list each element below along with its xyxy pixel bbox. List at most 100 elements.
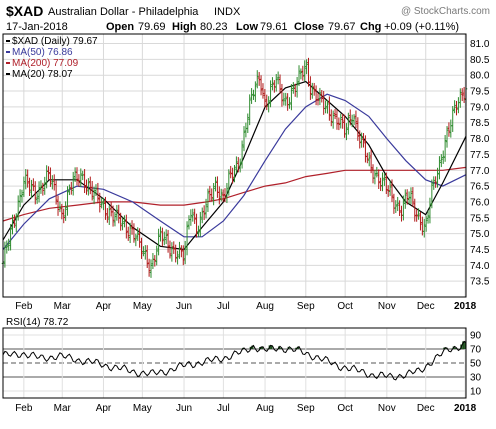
ohlc-bar [26,169,29,188]
ohlc-bar [371,164,375,184]
open-label: Open [106,21,134,33]
price-x-tick-label: Jul [217,301,230,312]
rsi-x-tick-label: Jun [176,403,192,414]
ohlc-bar [265,94,269,111]
ohlc-bar [335,110,339,130]
ohlc-bar [385,172,388,194]
ohlc-bar [54,180,58,205]
ohlc-bar [170,242,174,262]
ohlc-bar [333,108,337,120]
price-y-tick-label: 78.5 [470,118,490,129]
ohlc-bar [229,165,233,179]
ohlc-bar [457,97,460,114]
ohlc-bar [161,227,164,247]
ohlc-bar [58,201,62,213]
ohlc-bar [197,225,200,238]
ohlc-bar [157,228,160,256]
ohlc-bar [290,84,293,111]
price-x-tick-label: Apr [96,301,112,312]
ohlc-bar [68,184,71,196]
ohlc-bar [309,76,312,100]
ohlc-bar [151,252,155,270]
ohlc-bar [394,200,398,213]
ohlc-bar [216,176,219,198]
ohlc-bar [185,221,189,256]
ohlc-bar [22,176,26,197]
ohlc-bar [348,109,352,126]
rsi-overbought-area [289,348,292,349]
ohlc-bar [324,100,327,114]
rsi-overbought-area [295,347,298,349]
ohlc-bar [47,166,50,180]
ohlc-bar [462,86,466,104]
ohlc-bar [354,110,358,129]
ohlc-bar [419,211,422,231]
ohlc-bar [280,83,284,107]
ohlc-bar [142,246,145,257]
ohlc-bar [227,169,231,196]
ohlc-bar [7,238,10,251]
ohlc-bar [326,100,329,114]
price-grid [3,34,466,297]
watermark: @ StockCharts.com [401,6,490,17]
rsi-x-tick-label: May [133,403,152,414]
ohlc-bar [271,77,274,91]
ohlc-bar [183,240,187,265]
ohlc-bar [51,175,54,190]
ohlc-bar [405,189,409,205]
ohlc-bar [88,176,92,195]
rsi-legend: RSI(14) 78.72 [6,317,69,328]
ohlc-bar [200,207,204,224]
quote-date: 17-Jan-2018 [6,21,68,33]
rsi-x-tick-label: Oct [337,403,353,414]
price-y-tick-label: 77.0 [470,166,490,177]
legend-entry: MA(200) 77.09 [12,58,79,69]
ohlc-bar [252,89,255,100]
ohlc-bar [303,60,307,82]
ohlc-bar [424,215,428,232]
ohlc-bar [176,250,179,265]
rsi-x-tick-label: Dec [417,403,435,414]
ohlc-bar [132,223,136,243]
ohlc-bar [366,152,369,164]
ohlc-bar [202,205,206,221]
ma200-line [2,166,467,222]
ohlc-bar [49,167,52,187]
ohlc-bar [250,88,253,104]
ohlc-bar [310,82,314,99]
price-y-tick-label: 79.0 [470,102,490,113]
ohlc-bar [180,245,183,258]
price-y-tick-label: 75.5 [470,213,490,224]
ohlc-bar [45,165,48,189]
rsi-x-tick-label: Feb [15,403,33,414]
exchange-label: INDX [214,6,241,18]
ohlc-bar [39,180,43,194]
price-x-tick-label: Dec [417,301,435,312]
rsi-overbought-area [454,347,457,349]
price-frame [2,33,467,298]
chart-title: $XAD [6,3,43,19]
price-y-tick-label: 79.5 [470,87,490,98]
rsi-legend-entry: RSI(14) 78.72 [6,317,69,328]
rsi-y-tick-label: 50 [470,359,482,370]
open-value: 79.69 [138,21,166,33]
rsi-overbought-area [445,348,448,349]
ohlc-bar [83,169,86,194]
price-y-tick-label: 76.5 [470,182,490,193]
ohlc-bar [195,213,198,238]
ohlc-bar [140,237,143,259]
ohlc-bar [341,113,344,129]
price-x-tick-label: Aug [256,301,274,312]
ohlc-bar [434,176,437,188]
ohlc-bar [261,83,265,99]
ohlc-bar [381,172,384,192]
ohlc-bar [87,178,90,196]
ohlc-bar [18,189,22,208]
ohlc-bar [113,211,117,227]
ohlc-bar [191,208,195,222]
ohlc-bar [269,80,272,108]
price-x-tick-label: Jun [176,301,192,312]
ohlc-bar [339,113,343,129]
ohlc-bar [305,59,308,75]
